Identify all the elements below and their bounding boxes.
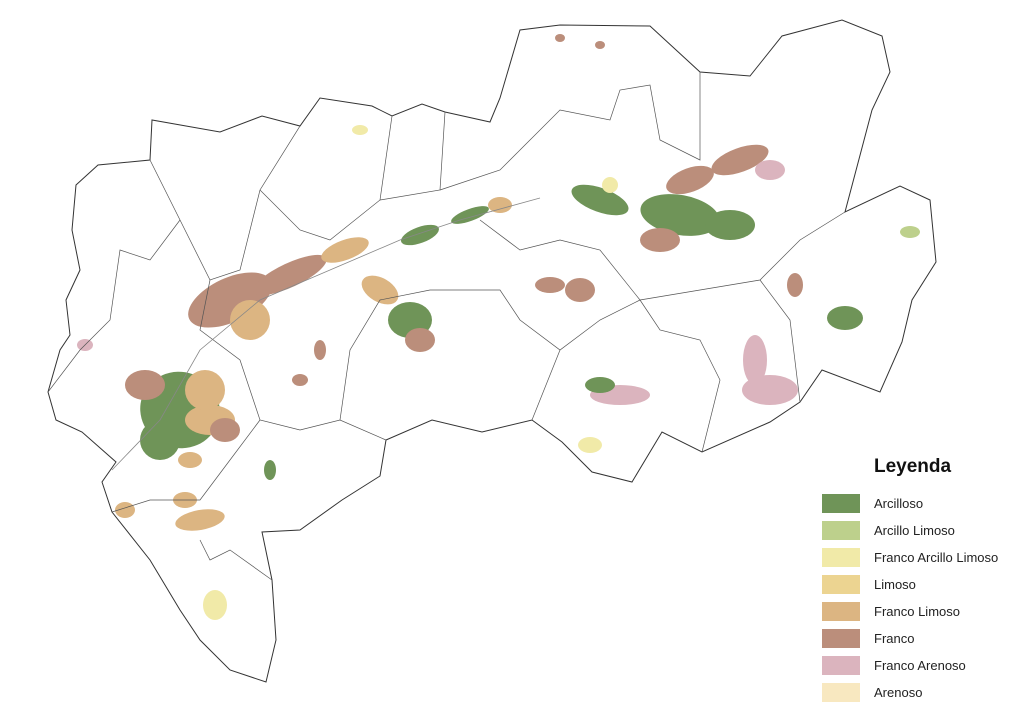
soil-polygon <box>640 194 720 236</box>
soil-polygon <box>140 420 180 460</box>
legend-label: Franco Arcillo Limoso <box>874 550 999 565</box>
soil-polygon <box>188 272 272 328</box>
legend-label: Arcilloso <box>874 496 924 511</box>
legend-label: Arenoso <box>874 685 923 700</box>
region-outline <box>47 19 937 683</box>
soil-polygon <box>555 34 565 42</box>
soil-polygon <box>451 206 489 224</box>
soil-polygon <box>640 228 680 252</box>
soil-polygon <box>314 340 326 360</box>
legend-swatch <box>822 683 860 702</box>
soil-polygon <box>585 377 615 393</box>
soil-polygons <box>77 34 920 620</box>
soil-polygon <box>125 370 165 400</box>
legend-item: Franco Arenoso <box>822 652 1022 679</box>
soil-polygon <box>565 278 595 302</box>
legend-swatch <box>822 602 860 621</box>
soil-polygon <box>361 275 399 305</box>
legend-label: Franco Arenoso <box>874 658 966 673</box>
legend-title: Leyenda <box>874 456 952 477</box>
soil-polygon <box>602 177 618 193</box>
soil-polygon <box>264 460 276 480</box>
soil-polygon <box>405 328 435 352</box>
soil-polygon <box>755 160 785 180</box>
soil-polygon <box>230 300 270 340</box>
soil-polygon <box>203 590 227 620</box>
soil-polygon <box>321 237 369 263</box>
soil-polygon <box>488 197 512 213</box>
soil-polygon <box>827 306 863 330</box>
legend-swatch <box>822 521 860 540</box>
soil-polygon <box>401 224 439 246</box>
map-legend: Leyenda Arcilloso Arcillo Limoso Franco Ar… <box>822 456 1022 706</box>
legend-item: Limoso <box>822 571 1022 598</box>
soil-polygon <box>292 374 308 386</box>
soil-polygon <box>705 210 755 240</box>
soil-polygon <box>175 509 225 531</box>
legend-swatch <box>822 575 860 594</box>
soil-polygon <box>253 254 327 296</box>
legend-item: Arcilloso <box>822 490 1022 517</box>
soil-polygon <box>571 184 629 216</box>
legend-item: Franco Limoso <box>822 598 1022 625</box>
legend-swatch <box>822 548 860 567</box>
legend-item: Arenoso <box>822 679 1022 706</box>
soil-polygon <box>535 277 565 293</box>
soil-polygon <box>711 144 769 176</box>
legend-label: Franco <box>874 631 915 646</box>
soil-polygon <box>178 452 202 468</box>
soil-polygon <box>352 125 368 135</box>
river-line <box>111 197 541 471</box>
soil-polygon <box>900 226 920 238</box>
legend-label: Arcillo Limoso <box>874 523 955 538</box>
legend-item: Arcillo Limoso <box>822 517 1022 544</box>
legend-label: Limoso <box>874 577 916 592</box>
soil-polygon <box>666 165 714 195</box>
soil-polygon <box>578 437 602 453</box>
legend-swatch <box>822 629 860 648</box>
legend-swatch <box>822 656 860 675</box>
legend-label: Franco Limoso <box>874 604 960 619</box>
soil-polygon <box>185 370 225 410</box>
district-boundaries <box>47 72 846 581</box>
soil-polygon <box>743 335 767 385</box>
soil-polygon <box>210 418 240 442</box>
soil-polygon <box>595 41 605 49</box>
soil-polygon <box>787 273 803 297</box>
legend-swatch <box>822 494 860 513</box>
legend-item: Franco <box>822 625 1022 652</box>
legend-item: Franco Arcillo Limoso <box>822 544 1022 571</box>
